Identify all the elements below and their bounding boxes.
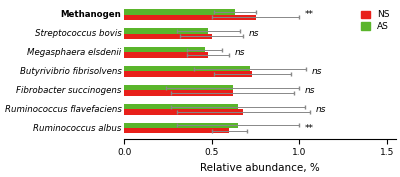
- X-axis label: Relative abundance, %: Relative abundance, %: [200, 163, 320, 173]
- Bar: [124, 71, 252, 77]
- Text: Butyrivibrio fibrisolvens: Butyrivibrio fibrisolvens: [20, 67, 122, 76]
- Text: **: **: [305, 124, 314, 133]
- Bar: [124, 33, 212, 39]
- Text: **: **: [305, 10, 314, 19]
- Bar: [124, 9, 234, 15]
- Text: Ruminococcus flavefaciens: Ruminococcus flavefaciens: [4, 105, 122, 114]
- Legend: NS, AS: NS, AS: [359, 9, 391, 33]
- Text: Fibrobacter succinogens: Fibrobacter succinogens: [16, 86, 122, 95]
- Text: ns: ns: [248, 29, 259, 38]
- Bar: [124, 128, 229, 133]
- Text: Ruminococcus albus: Ruminococcus albus: [33, 124, 122, 133]
- Bar: [124, 66, 250, 71]
- Text: Methanogen: Methanogen: [61, 10, 122, 19]
- Text: ns: ns: [234, 48, 245, 57]
- Bar: [124, 15, 256, 20]
- Bar: [124, 109, 243, 115]
- Bar: [124, 90, 233, 96]
- Text: ns: ns: [315, 105, 326, 114]
- Text: Megasphaera elsdenii: Megasphaera elsdenii: [27, 48, 122, 57]
- Text: ns: ns: [305, 86, 315, 95]
- Text: Streptococcus bovis: Streptococcus bovis: [35, 29, 122, 38]
- Bar: [124, 104, 238, 109]
- Bar: [124, 28, 208, 33]
- Text: ns: ns: [312, 67, 322, 76]
- Bar: [124, 47, 205, 52]
- Bar: [124, 52, 208, 58]
- Bar: [124, 123, 238, 128]
- Bar: [124, 85, 233, 90]
